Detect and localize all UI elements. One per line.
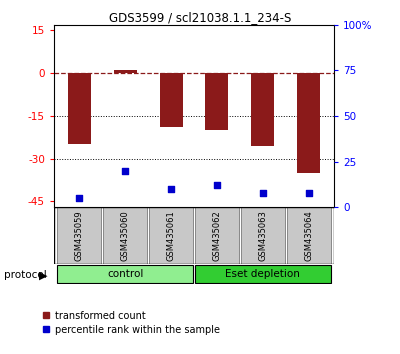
Text: ▶: ▶: [38, 270, 47, 280]
Text: GSM435063: GSM435063: [258, 210, 267, 261]
Legend: transformed count, percentile rank within the sample: transformed count, percentile rank withi…: [42, 310, 220, 336]
Bar: [114, 70, 137, 73]
Bar: [287, 207, 331, 264]
Text: Eset depletion: Eset depletion: [226, 269, 300, 279]
Bar: [251, 73, 274, 146]
Point: [214, 182, 220, 188]
Bar: [57, 207, 101, 264]
Bar: [195, 265, 331, 283]
Bar: [195, 207, 239, 264]
Bar: [57, 265, 193, 283]
Text: GSM435062: GSM435062: [212, 210, 222, 261]
Bar: [68, 73, 91, 144]
Text: control: control: [107, 269, 143, 279]
Text: GSM435060: GSM435060: [121, 210, 130, 261]
Point: [306, 190, 312, 195]
Bar: [103, 207, 147, 264]
Bar: [206, 73, 228, 130]
Text: GSM435064: GSM435064: [304, 210, 313, 261]
Text: GDS3599 / scl21038.1.1_234-S: GDS3599 / scl21038.1.1_234-S: [109, 11, 291, 24]
Point: [76, 195, 82, 201]
Point: [168, 186, 174, 192]
Bar: [149, 207, 193, 264]
Point: [260, 190, 266, 195]
Bar: [297, 73, 320, 173]
Text: GSM435059: GSM435059: [75, 210, 84, 261]
Text: protocol: protocol: [4, 270, 47, 280]
Bar: [160, 73, 182, 127]
Text: GSM435061: GSM435061: [166, 210, 176, 261]
Bar: [241, 207, 285, 264]
Point: [122, 168, 128, 173]
